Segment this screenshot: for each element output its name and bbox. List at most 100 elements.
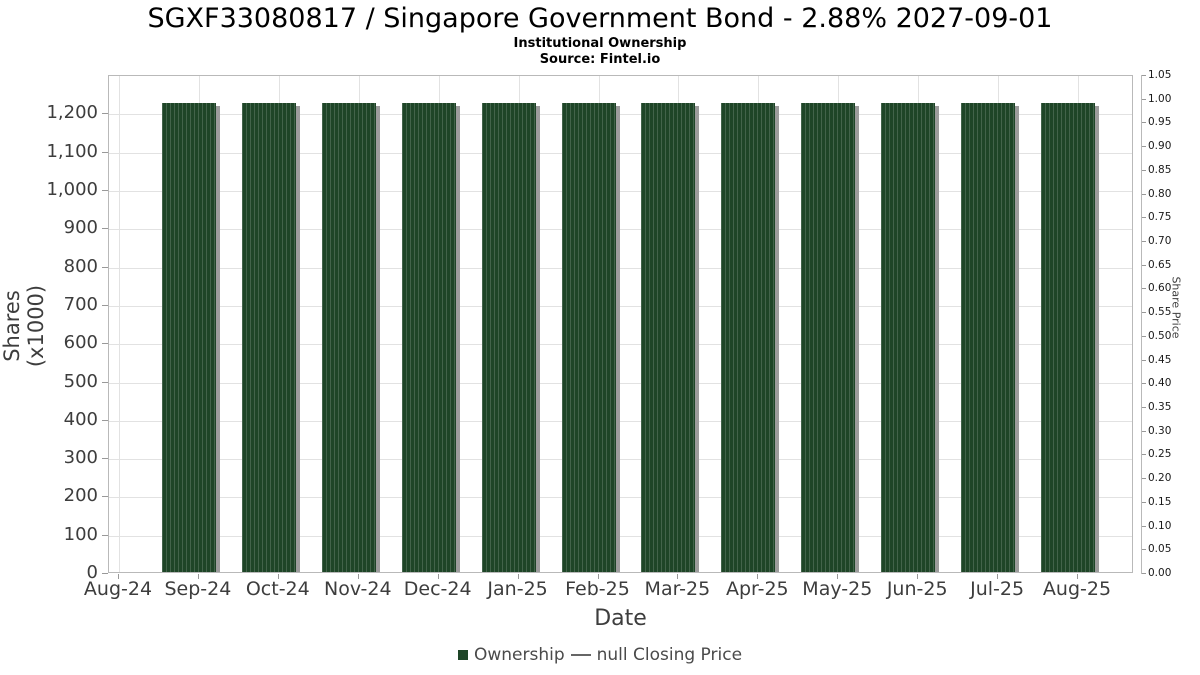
left-axis-tick: [102, 381, 108, 383]
x-axis-tick-label: Aug-24: [83, 578, 153, 600]
horizontal-gridline: [109, 229, 1132, 231]
right-axis-tick: [1142, 98, 1146, 100]
x-axis-tick-label: May-25: [802, 578, 873, 600]
x-axis-tick-label: Jun-25: [886, 578, 948, 600]
legend-square-marker-icon: [457, 650, 468, 660]
ownership-bar-jan-25: [481, 102, 536, 572]
x-axis-tick-label: Jul-25: [970, 578, 1025, 600]
x-axis-tick-label: Oct-24: [245, 578, 310, 600]
ownership-bar-may-25: [801, 102, 856, 572]
right-axis-tick: [1142, 312, 1146, 314]
x-axis-tick: [997, 574, 999, 579]
right-axis-tick-label: 0.55: [1148, 306, 1172, 319]
right-axis-tick: [1142, 288, 1146, 290]
right-axis-tick: [1142, 193, 1146, 195]
left-axis-tick: [102, 266, 108, 268]
right-axis-tick: [1142, 407, 1146, 408]
right-axis-tick-label: 0.80: [1148, 187, 1172, 200]
right-axis-tick: [1142, 549, 1146, 551]
left-axis-tick: [102, 228, 108, 230]
right-axis-tick-label: 0.70: [1148, 235, 1172, 247]
right-axis-tick: [1142, 122, 1146, 124]
x-axis-tick: [597, 574, 599, 579]
left-axis-tick-label: 500: [63, 370, 98, 392]
left-axis-tick-label: 800: [63, 255, 98, 277]
legend-label: Ownership: [473, 645, 565, 665]
horizontal-gridline: [109, 459, 1132, 461]
left-axis-tick-label: 1,200: [46, 102, 98, 124]
plot-area: [108, 75, 1133, 573]
horizontal-gridline: [109, 152, 1132, 154]
chart-title: SGXF33080817 / Singapore Government Bond…: [147, 3, 1053, 34]
right-axis-tick-label: 0.10: [1148, 519, 1172, 532]
legend-line-marker-icon: [570, 653, 591, 657]
x-axis-tick: [357, 574, 359, 579]
right-axis-tick-label: 0.40: [1148, 377, 1172, 390]
right-axis-tick: [1142, 146, 1146, 148]
left-axis-tick-label: 0: [86, 562, 98, 583]
left-axis-tick: [102, 113, 108, 115]
ownership-bar-apr-25: [721, 102, 776, 572]
legend-label: null Closing Price: [596, 645, 743, 665]
horizontal-gridline: [109, 420, 1132, 422]
ownership-bar-mar-25: [641, 102, 696, 572]
right-axis-tick: [1142, 573, 1146, 574]
horizontal-gridline: [109, 114, 1132, 116]
right-axis-tick-label: 0.95: [1148, 116, 1172, 129]
x-axis-tick-label: Nov-24: [323, 578, 392, 600]
horizontal-gridline: [109, 344, 1132, 346]
horizontal-gridline: [109, 382, 1132, 384]
x-axis-tick-label: Apr-25: [725, 578, 789, 600]
left-axis-tick-label: 400: [63, 408, 98, 430]
right-axis-tick: [1142, 169, 1146, 171]
horizontal-gridline: [109, 497, 1132, 499]
left-axis-tick: [102, 573, 108, 574]
right-axis-tick-label: 0.50: [1148, 329, 1172, 342]
left-axis-tick: [102, 151, 108, 153]
horizontal-gridline: [109, 190, 1132, 192]
left-axis-tick-label: 600: [63, 332, 98, 354]
left-axis-tick-label: 700: [63, 293, 98, 315]
x-axis-tick: [917, 574, 919, 579]
x-axis-tick-label: Aug-25: [1042, 578, 1112, 600]
left-axis-tick: [102, 304, 108, 306]
right-axis-tick: [1142, 383, 1146, 385]
x-axis-tick: [757, 574, 759, 579]
left-axis-tick-label: 900: [63, 217, 98, 239]
horizontal-gridline: [109, 267, 1132, 269]
x-axis-tick-label: Dec-24: [403, 578, 472, 600]
left-axis-tick-label: 300: [63, 447, 98, 469]
legend-item-ownership[interactable]: Ownership: [457, 645, 565, 665]
x-axis-tick-label: Sep-24: [164, 578, 232, 600]
ownership-bar-nov-24: [321, 102, 376, 572]
x-axis-tick: [437, 574, 439, 579]
right-axis-tick-label: 1.05: [1148, 69, 1172, 81]
left-axis-tick: [102, 534, 108, 536]
ownership-bar-sep-24: [161, 102, 216, 572]
left-axis-tick-label: 1,100: [46, 140, 98, 162]
right-axis-tick: [1142, 217, 1146, 219]
right-axis-tick-label: 0.15: [1148, 495, 1172, 508]
right-axis-tick-label: 0.75: [1148, 211, 1172, 224]
ownership-bar-aug-25: [1041, 102, 1095, 572]
chart-subtitle: Institutional Ownership: [513, 36, 687, 51]
legend: Ownership null Closing Price: [0, 645, 1200, 665]
chart-source: Source: Fintel.io: [539, 52, 661, 67]
right-axis-tick: [1142, 264, 1146, 266]
x-axis-tick: [197, 574, 199, 579]
ownership-bar-dec-24: [401, 102, 456, 572]
x-axis-tick: [277, 574, 279, 579]
vertical-gridline: [119, 76, 120, 572]
right-axis-tick-label: 0.45: [1148, 353, 1172, 366]
legend-item-closing-price[interactable]: null Closing Price: [570, 645, 743, 665]
right-axis-tick-label: 0.25: [1148, 448, 1172, 461]
left-axis-tick-label: 1,000: [46, 178, 98, 200]
right-axis-tick: [1142, 430, 1146, 432]
x-axis-tick: [118, 574, 119, 579]
right-axis-tick-label: 0.85: [1148, 163, 1172, 176]
right-axis-spine: [1141, 75, 1142, 574]
right-axis-tick-label: 0.65: [1148, 258, 1172, 271]
left-axis-tick: [102, 458, 108, 460]
right-axis-tick: [1142, 75, 1146, 76]
